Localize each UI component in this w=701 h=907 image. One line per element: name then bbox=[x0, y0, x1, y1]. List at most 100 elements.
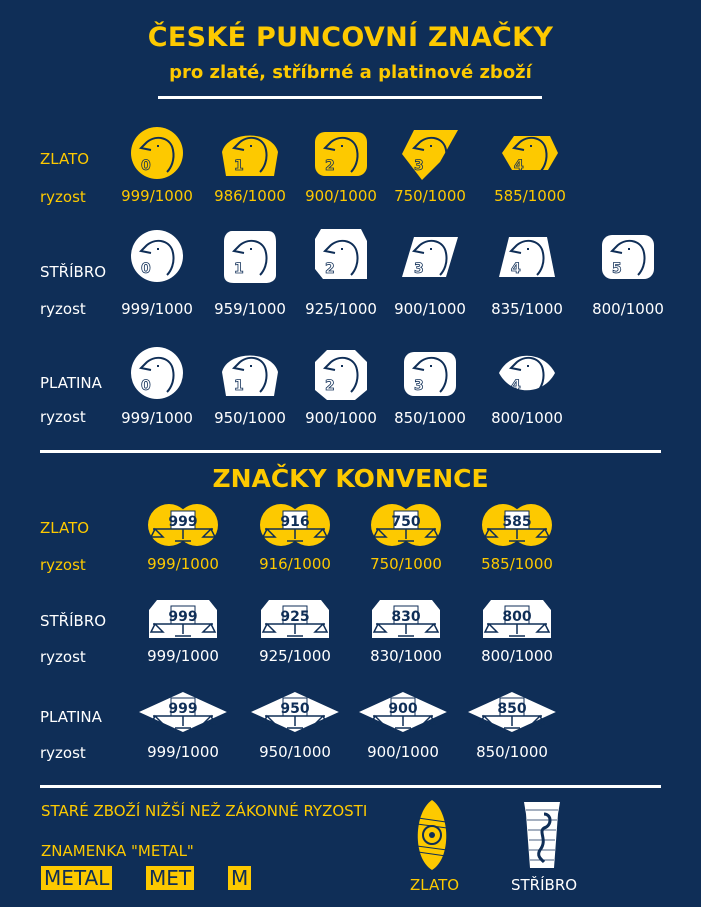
fineness-value: 999/1000 bbox=[147, 743, 219, 761]
mark-number: 4 bbox=[511, 378, 521, 394]
fineness-value: 999/1000 bbox=[121, 409, 193, 427]
seahorse-emblem-icon bbox=[524, 802, 560, 868]
ryzost-label: ryzost bbox=[40, 556, 86, 574]
fineness-value: 950/1000 bbox=[259, 743, 331, 761]
page-title: ČESKÉ PUNCOVNÍ ZNAČKY bbox=[147, 22, 554, 53]
convention-number: 830 bbox=[391, 609, 420, 625]
fineness-value: 585/1000 bbox=[494, 187, 566, 205]
fineness-value: 925/1000 bbox=[305, 300, 377, 318]
fineness-value: 800/1000 bbox=[491, 409, 563, 427]
goat-head-icon: 0 bbox=[131, 230, 183, 282]
fineness-value: 835/1000 bbox=[491, 300, 563, 318]
goat-head-icon: 1 bbox=[224, 231, 276, 283]
mark-number: 3 bbox=[414, 378, 424, 394]
mark-number: 4 bbox=[514, 158, 524, 174]
goat-head-icon: 2 bbox=[315, 229, 367, 279]
eagle-head-icon: 1 bbox=[222, 135, 278, 176]
convention-mark-scales-icon: 999 bbox=[148, 504, 218, 546]
convention-mark-scales-icon: 925 bbox=[261, 600, 329, 638]
divider bbox=[40, 785, 661, 788]
mark-number: 0 bbox=[141, 378, 151, 394]
fineness-value: 900/1000 bbox=[367, 743, 439, 761]
convention-number: 999 bbox=[168, 609, 197, 625]
fineness-value: 800/1000 bbox=[481, 647, 553, 665]
fineness-value: 800/1000 bbox=[592, 300, 664, 318]
convention-number: 950 bbox=[280, 701, 309, 717]
fineness-value: 750/1000 bbox=[370, 555, 442, 573]
convention-mark-scales-icon: 950 bbox=[251, 692, 339, 732]
divider bbox=[158, 96, 542, 99]
ryzost-label: ryzost bbox=[40, 744, 86, 762]
metal-marks-title: ZNAMENKA "METAL" bbox=[41, 842, 194, 860]
old-goods-label: STARÉ ZBOŽÍ NIŽŠÍ NEŽ ZÁKONNÉ RYZOSTI bbox=[41, 802, 368, 820]
convention-mark-scales-icon: 830 bbox=[372, 600, 440, 638]
fineness-value: 925/1000 bbox=[259, 647, 331, 665]
emblem-label-silver: STŘÍBRO bbox=[511, 876, 578, 894]
convention-mark-scales-icon: 900 bbox=[359, 692, 447, 732]
crown-icon: 0 bbox=[131, 347, 183, 399]
crown-icon: 3 bbox=[404, 352, 456, 396]
convention-mark-scales-icon: 800 bbox=[483, 600, 551, 638]
fineness-value: 950/1000 bbox=[214, 409, 286, 427]
mark-number: 1 bbox=[234, 378, 244, 394]
convention-number: 916 bbox=[280, 514, 309, 530]
convention-mark-scales-icon: 750 bbox=[371, 504, 441, 546]
ryzost-label: ryzost bbox=[40, 300, 86, 318]
convention-mark-scales-icon: 916 bbox=[260, 504, 330, 546]
fineness-value: 750/1000 bbox=[394, 187, 466, 205]
convention-number: 850 bbox=[497, 701, 526, 717]
fineness-value: 999/1000 bbox=[121, 187, 193, 205]
crown-icon: 2 bbox=[315, 350, 367, 400]
m-mark: M bbox=[228, 866, 252, 890]
eagle-head-icon: 2 bbox=[315, 132, 367, 176]
fineness-value: 999/1000 bbox=[147, 647, 219, 665]
fineness-value: 830/1000 bbox=[370, 647, 442, 665]
metal-label: PLATINA bbox=[40, 374, 102, 392]
mark-number: 2 bbox=[325, 261, 335, 277]
mark-number: 1 bbox=[234, 158, 244, 174]
metal-label: ZLATO bbox=[40, 519, 90, 537]
met-mark: MET bbox=[146, 866, 195, 890]
mark-number: 1 bbox=[234, 261, 244, 277]
mark-number: 5 bbox=[612, 261, 622, 277]
fineness-value: 986/1000 bbox=[214, 187, 286, 205]
ryzost-label: ryzost bbox=[40, 408, 86, 426]
fineness-value: 999/1000 bbox=[147, 555, 219, 573]
divider bbox=[40, 450, 661, 453]
convention-mark-scales-icon: 585 bbox=[482, 504, 552, 546]
convention-number: 900 bbox=[388, 701, 417, 717]
fineness-value: 900/1000 bbox=[305, 409, 377, 427]
convention-title: ZNAČKY KONVENCE bbox=[212, 464, 489, 493]
mark-number: 2 bbox=[325, 378, 335, 394]
convention-mark-scales-icon: 999 bbox=[149, 600, 217, 638]
hare-head-icon: 3 bbox=[402, 237, 458, 277]
mark-number: 2 bbox=[325, 158, 335, 174]
convention-number: 585 bbox=[502, 514, 531, 530]
convention-number: 999 bbox=[168, 514, 197, 530]
fineness-value: 900/1000 bbox=[305, 187, 377, 205]
emblem-label-gold: ZLATO bbox=[410, 876, 460, 894]
mark-number: 0 bbox=[141, 261, 151, 277]
fineness-value: 850/1000 bbox=[394, 409, 466, 427]
fineness-value: 850/1000 bbox=[476, 743, 548, 761]
crown-icon: 1 bbox=[222, 355, 278, 396]
fineness-value: 999/1000 bbox=[121, 300, 193, 318]
convention-number: 750 bbox=[391, 514, 420, 530]
fineness-value: 959/1000 bbox=[214, 300, 286, 318]
convention-mark-scales-icon: 850 bbox=[468, 692, 556, 732]
mark-number: 3 bbox=[414, 158, 424, 174]
convention-number: 800 bbox=[502, 609, 531, 625]
metal-mark: METAL bbox=[41, 866, 113, 890]
ryzost-label: ryzost bbox=[40, 188, 86, 206]
eagle-head-icon: 0 bbox=[131, 127, 183, 179]
shield-emblem-icon bbox=[416, 800, 448, 870]
metal-label: STŘÍBRO bbox=[40, 612, 107, 630]
convention-number: 925 bbox=[280, 609, 309, 625]
metal-label: PLATINA bbox=[40, 708, 102, 726]
rooster-head-icon: 3 bbox=[402, 130, 458, 180]
metal-label: ZLATO bbox=[40, 150, 90, 168]
page-subtitle: pro zlaté, stříbrné a platinové zboží bbox=[169, 62, 532, 83]
mark-number: 0 bbox=[141, 158, 151, 174]
mark-number: 4 bbox=[511, 261, 521, 277]
mark-number: 3 bbox=[414, 261, 424, 277]
